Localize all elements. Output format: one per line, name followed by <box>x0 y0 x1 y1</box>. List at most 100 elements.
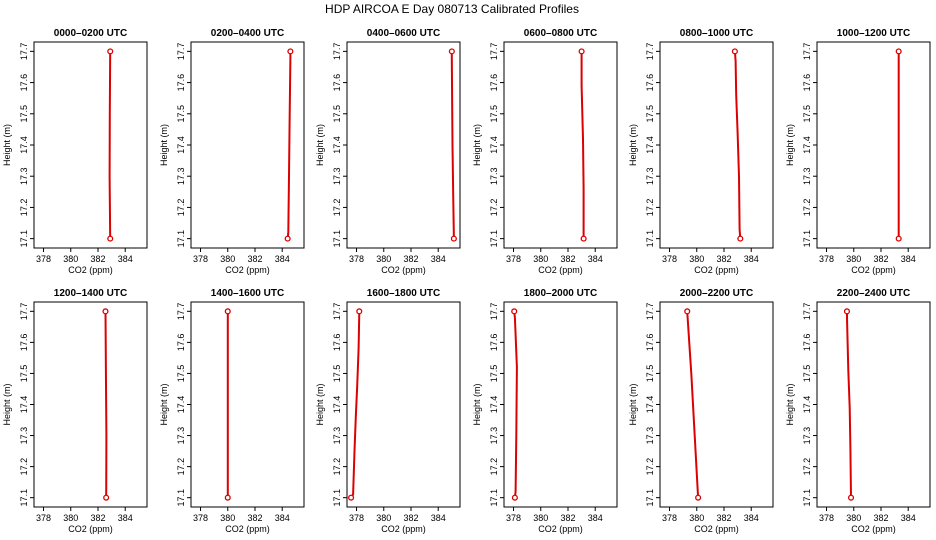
y-axis-label: Height (m) <box>315 383 325 425</box>
x-tick-label: 382 <box>716 513 731 523</box>
y-tick-label: 17.5 <box>489 105 499 123</box>
x-tick-label: 384 <box>431 254 446 264</box>
y-tick-label: 17.3 <box>802 427 812 445</box>
endpoint-marker <box>580 235 587 242</box>
y-tick-label: 17.2 <box>176 458 186 476</box>
y-tick-label: 17.6 <box>19 334 29 352</box>
panel-title: 0200–0400 UTC <box>211 28 284 39</box>
x-tick-label: 384 <box>744 254 759 264</box>
profile-line <box>108 51 112 239</box>
x-tick-label: 382 <box>873 513 888 523</box>
x-tick-label: 382 <box>90 513 105 523</box>
plot-frame <box>503 301 618 508</box>
x-tick-label: 380 <box>846 513 861 523</box>
profile-panel: 1200–1400 UTC 378 380 382 384 17.1 17.2 17.3 17.… <box>2 288 148 534</box>
endpoint-marker <box>847 494 855 501</box>
x-tick-label: 380 <box>63 513 78 523</box>
y-axis-label: Height (m) <box>628 124 638 166</box>
panel-title: 1000–1200 UTC <box>837 28 910 39</box>
x-axis-label: CO2 (ppm) <box>694 265 739 275</box>
y-tick-label: 17.5 <box>645 105 655 123</box>
y-tick-label: 17.5 <box>332 365 342 383</box>
endpoint-marker <box>348 494 355 501</box>
panel-title: 0600–0800 UTC <box>524 28 597 39</box>
plot-frame <box>190 41 305 249</box>
y-tick-label: 17.7 <box>19 303 29 321</box>
x-tick-label: 382 <box>403 254 418 264</box>
y-tick-label: 17.3 <box>176 427 186 445</box>
y-tick-label: 17.5 <box>489 365 499 383</box>
y-tick-label: 17.1 <box>332 230 342 248</box>
y-tick-label: 17.4 <box>19 396 29 414</box>
y-tick-label: 17.2 <box>489 199 499 217</box>
y-axis-label: Height (m) <box>315 124 325 166</box>
y-tick-label: 17.4 <box>489 396 499 414</box>
y-tick-label: 17.1 <box>645 489 655 507</box>
y-tick-label: 17.7 <box>19 43 29 61</box>
panels: 0000–0200 UTC 378 380 382 384 17.1 17.2 17.3 17.… <box>2 28 931 534</box>
x-tick-label: 378 <box>193 254 208 264</box>
y-tick-label: 17.1 <box>176 230 186 248</box>
y-tick-label: 17.1 <box>802 230 812 248</box>
x-tick-label: 382 <box>90 254 105 264</box>
x-tick-label: 380 <box>689 254 704 264</box>
endpoint-marker <box>287 48 294 55</box>
y-tick-label: 17.1 <box>489 489 499 507</box>
y-tick-label: 17.1 <box>19 489 29 507</box>
panel-title: 2000–2200 UTC <box>680 288 753 299</box>
x-tick-label: 378 <box>819 254 834 264</box>
x-tick-label: 378 <box>662 254 677 264</box>
panel-title: 1600–1800 UTC <box>367 288 440 299</box>
profile-panel: 0000–0200 UTC 378 380 382 384 17.1 17.2 17.3 17.… <box>2 28 148 275</box>
y-tick-label: 17.3 <box>19 427 29 445</box>
y-axis-label: Height (m) <box>785 124 795 166</box>
x-tick-label: 380 <box>376 513 391 523</box>
x-tick-label: 378 <box>36 254 51 264</box>
x-tick-label: 384 <box>588 254 603 264</box>
x-tick-label: 380 <box>220 254 235 264</box>
y-tick-label: 17.2 <box>802 458 812 476</box>
endpoint-marker <box>511 494 518 501</box>
profile-line <box>846 311 852 498</box>
y-tick-label: 17.2 <box>176 199 186 217</box>
y-tick-label: 17.2 <box>332 458 342 476</box>
y-tick-label: 17.6 <box>802 74 812 92</box>
y-tick-label: 17.3 <box>802 167 812 185</box>
endpoint-marker <box>356 308 363 315</box>
panel-title: 0400–0600 UTC <box>367 28 440 39</box>
x-tick-label: 380 <box>846 254 861 264</box>
y-tick-label: 17.1 <box>332 489 342 507</box>
profile-line <box>686 311 700 498</box>
endpoint-marker <box>695 494 702 501</box>
y-tick-label: 17.5 <box>176 365 186 383</box>
profile-panel: 1400–1600 UTC 378 380 382 384 17.1 17.2 17.3 17.… <box>159 288 305 534</box>
y-tick-label: 17.6 <box>645 334 655 352</box>
x-tick-label: 384 <box>431 513 446 523</box>
x-tick-label: 384 <box>118 513 133 523</box>
endpoint-marker <box>224 308 231 315</box>
y-tick-label: 17.7 <box>489 43 499 61</box>
endpoint-marker <box>103 494 110 501</box>
panel-title: 0000–0200 UTC <box>54 28 127 39</box>
y-tick-label: 17.7 <box>176 303 186 321</box>
profile-panel: 1000–1200 UTC 378 380 382 384 17.1 17.2 17.3 17.… <box>785 28 931 275</box>
y-tick-label: 17.7 <box>645 303 655 321</box>
x-tick-label: 384 <box>275 254 290 264</box>
x-tick-label: 382 <box>247 513 262 523</box>
x-axis-label: CO2 (ppm) <box>381 265 426 275</box>
y-tick-label: 17.7 <box>802 43 812 61</box>
y-tick-label: 17.4 <box>802 396 812 414</box>
plot-frame <box>346 41 461 249</box>
x-tick-label: 380 <box>63 254 78 264</box>
y-tick-label: 17.7 <box>802 303 812 321</box>
profile-line <box>580 51 585 239</box>
y-tick-label: 17.5 <box>802 365 812 383</box>
figure-title: HDP AIRCOA E Day 080713 Calibrated Profi… <box>325 2 579 16</box>
profile-panel: 0800–1000 UTC 378 380 382 384 17.1 17.2 17.3 17.… <box>628 28 774 275</box>
y-tick-label: 17.2 <box>645 458 655 476</box>
y-tick-label: 17.3 <box>176 167 186 185</box>
x-tick-label: 382 <box>403 513 418 523</box>
y-tick-label: 17.6 <box>645 74 655 92</box>
plot-frame <box>503 41 618 249</box>
